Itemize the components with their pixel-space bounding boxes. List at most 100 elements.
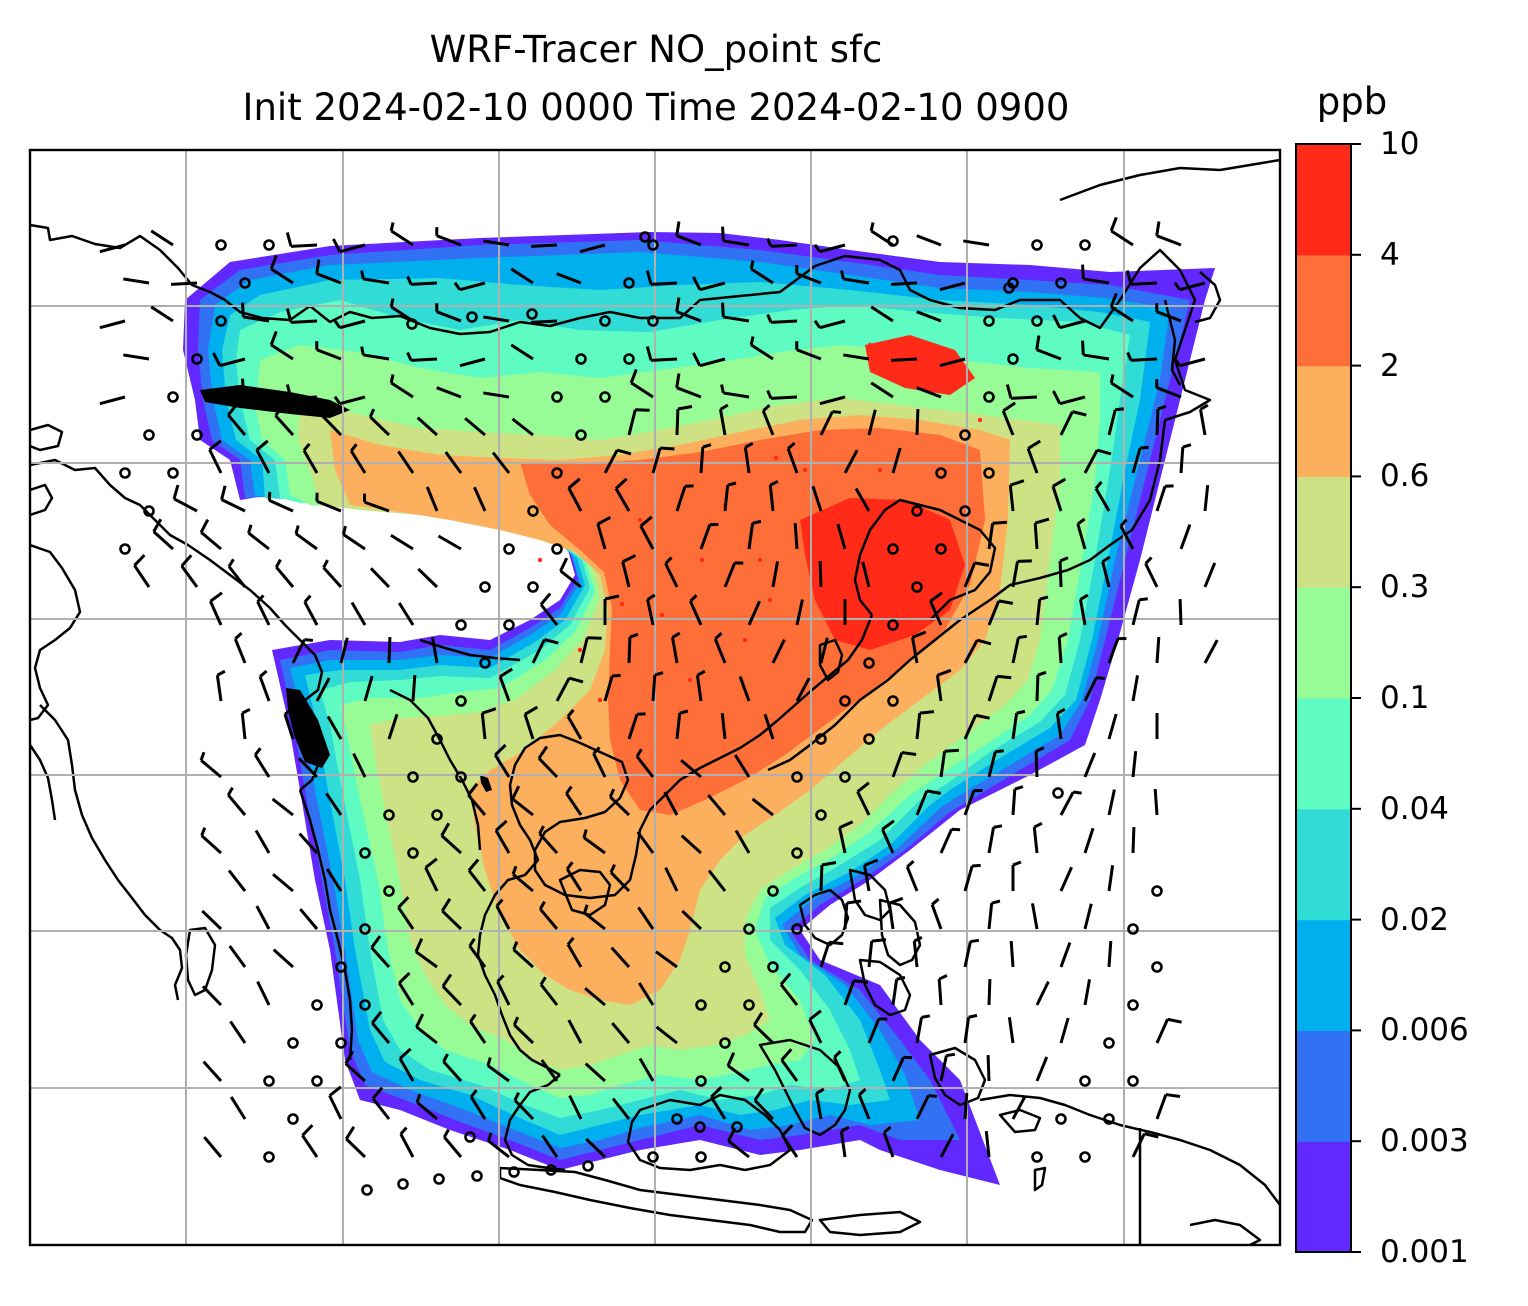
wind-barb bbox=[208, 439, 223, 474]
hotspot-speck bbox=[902, 527, 908, 533]
wind-barb bbox=[766, 313, 798, 324]
wind-barb bbox=[1155, 404, 1167, 436]
wind-barb bbox=[253, 747, 271, 778]
hotspot-speck bbox=[839, 609, 845, 615]
wind-barb bbox=[512, 1016, 535, 1045]
coastline bbox=[30, 744, 57, 821]
wind-barb bbox=[229, 1020, 247, 1044]
wind-barb bbox=[614, 477, 631, 512]
wind-barb bbox=[699, 522, 719, 550]
calm-wind-circle bbox=[471, 1170, 483, 1182]
wind-barb bbox=[734, 829, 751, 854]
wind-barb bbox=[655, 1025, 678, 1045]
wind-barb bbox=[123, 353, 150, 361]
wind-barb bbox=[713, 632, 727, 664]
wind-barb bbox=[1083, 827, 1095, 854]
wind-barb bbox=[1203, 562, 1217, 588]
wind-barb bbox=[333, 319, 366, 330]
wind-barb bbox=[1199, 403, 1209, 436]
wind-barb bbox=[915, 1094, 938, 1120]
wind-barb bbox=[655, 950, 678, 969]
wind-barb bbox=[610, 946, 631, 969]
wind-barb bbox=[510, 267, 534, 285]
wind-barb bbox=[431, 637, 439, 664]
wind-barb bbox=[285, 232, 318, 248]
wind-barb bbox=[424, 857, 439, 892]
wind-barb bbox=[1178, 598, 1183, 626]
wind-barb bbox=[692, 352, 726, 368]
wind-barb bbox=[695, 669, 706, 702]
wind-barb bbox=[638, 1057, 655, 1082]
wind-barb bbox=[362, 493, 390, 513]
wind-barb bbox=[645, 270, 678, 286]
wind-barb bbox=[344, 1050, 367, 1083]
calm-wind-circle bbox=[815, 809, 827, 821]
wind-barb bbox=[566, 936, 583, 968]
wind-barb bbox=[637, 906, 655, 930]
wind-barb bbox=[271, 797, 294, 817]
wind-barb bbox=[749, 260, 774, 285]
wind-barb bbox=[840, 270, 870, 285]
calm-wind-circle bbox=[887, 619, 899, 631]
calm-wind-circle bbox=[527, 505, 539, 517]
wind-barb bbox=[1083, 448, 1112, 474]
calm-wind-circle bbox=[959, 505, 971, 517]
coastline bbox=[419, 638, 521, 662]
calm-wind-circle bbox=[287, 1113, 299, 1125]
wind-barb bbox=[939, 827, 961, 854]
wind-barb bbox=[398, 1047, 415, 1082]
wind-barb bbox=[721, 302, 750, 323]
wind-barb bbox=[1131, 826, 1136, 854]
hotspot-speck bbox=[877, 467, 883, 473]
calm-wind-circle bbox=[191, 353, 203, 365]
wind-barb bbox=[1107, 789, 1116, 816]
chart-subtitle: Init 2024-02-10 0000 Time 2024-02-10 090… bbox=[242, 86, 1070, 129]
wind-barb bbox=[963, 713, 990, 740]
calm-wind-circle bbox=[526, 308, 538, 320]
calm-wind-circle bbox=[623, 353, 635, 365]
calm-wind-circle bbox=[839, 771, 851, 783]
hotspot-speck bbox=[687, 677, 693, 683]
wind-barb bbox=[1179, 443, 1192, 474]
wind-barb bbox=[1005, 384, 1038, 400]
wind-barb bbox=[930, 897, 943, 930]
wind-barb bbox=[203, 1136, 223, 1158]
wind-barb bbox=[202, 1060, 223, 1083]
wind-barb bbox=[99, 395, 126, 406]
wind-barb bbox=[1059, 866, 1073, 892]
wind-barb bbox=[867, 1017, 888, 1044]
wind-barb bbox=[867, 409, 877, 436]
wind-barb bbox=[761, 404, 775, 436]
wind-barb bbox=[963, 938, 980, 968]
calm-wind-circle bbox=[1103, 1113, 1115, 1125]
wind-barb bbox=[786, 441, 799, 474]
wind-barb bbox=[152, 518, 175, 551]
wind-barb bbox=[916, 386, 942, 399]
wind-barb bbox=[651, 671, 664, 702]
wind-barb bbox=[199, 751, 222, 779]
wind-barb bbox=[627, 712, 646, 740]
wind-barb bbox=[1081, 264, 1110, 285]
calm-wind-circle bbox=[551, 391, 563, 403]
colorbar-tick-label: 2 bbox=[1380, 347, 1400, 384]
calm-wind-circle bbox=[767, 885, 779, 897]
wind-barb bbox=[1179, 524, 1192, 550]
wind-barb bbox=[133, 554, 151, 588]
wind-barb bbox=[491, 451, 511, 474]
colorbar-label: ppb bbox=[1316, 80, 1388, 123]
wind-barb bbox=[540, 1059, 559, 1082]
calm-wind-circle bbox=[743, 923, 755, 935]
wind-barb bbox=[771, 638, 786, 664]
wind-barb bbox=[345, 1125, 367, 1159]
wind-barb bbox=[240, 707, 251, 740]
wind-barb bbox=[274, 558, 295, 588]
calm-wind-circle bbox=[167, 391, 179, 403]
wind-barb bbox=[963, 561, 990, 588]
wind-barb bbox=[621, 554, 637, 588]
calm-wind-circle bbox=[887, 695, 899, 707]
coastline bbox=[39, 704, 184, 1001]
hotspot-speck bbox=[773, 455, 779, 461]
wind-barb bbox=[843, 353, 870, 361]
wind-barb bbox=[555, 676, 584, 702]
wind-barb bbox=[1094, 480, 1111, 512]
